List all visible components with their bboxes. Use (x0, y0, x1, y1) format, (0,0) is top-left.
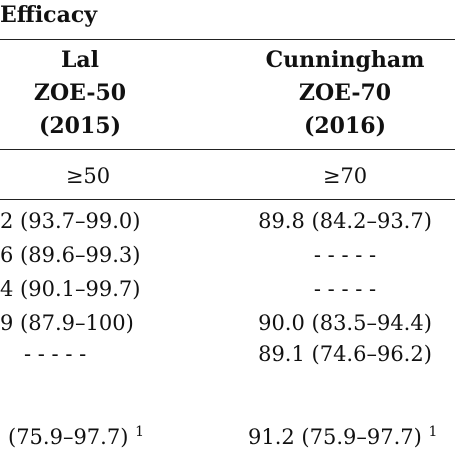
table-cell: - - - - - (313, 243, 377, 267)
threshold-rule (0, 199, 455, 200)
cell-value: (75.9–97.7) (8, 425, 129, 449)
column-header-lal: Lal ZOE-50 (2015) (0, 44, 160, 143)
table-cell: 91.2 (75.9–97.7) 1 (248, 424, 437, 450)
table-cell: 6 (89.6–99.3) (0, 243, 141, 267)
column-author: Lal (60, 47, 100, 73)
table-cell: 4 (90.1–99.7) (0, 277, 141, 301)
cell-value: 91.2 (75.9–97.7) (248, 425, 422, 449)
table-cell: (75.9–97.7) 1 (8, 424, 144, 450)
footnote-marker: 1 (135, 424, 145, 440)
threshold-cell: ≥70 (322, 164, 368, 188)
table-cell: - - - - - (313, 277, 377, 301)
column-header-cunningham: Cunningham ZOE-70 (2016) (250, 44, 440, 143)
column-vaccine: ZOE-70 (298, 80, 392, 106)
table-cell: - - - - - (24, 342, 87, 366)
table-cell: 9 (87.9–100) (0, 311, 134, 335)
footnote-marker: 1 (428, 424, 438, 440)
table-cell: 2 (93.7–99.0) (0, 209, 141, 233)
threshold-cell: ≥50 (65, 164, 111, 188)
table-cell: 89.8 (84.2–93.7) (258, 209, 432, 233)
column-year: (2015) (38, 113, 122, 139)
table-cell: 90.0 (83.5–94.4) (258, 311, 432, 335)
header-rule (0, 149, 455, 150)
table-cell: 89.1 (74.6–96.2) (258, 342, 432, 366)
table-caption: Efficacy (0, 2, 98, 28)
top-rule (0, 39, 455, 40)
column-year: (2016) (303, 113, 387, 139)
column-vaccine: ZOE-50 (33, 80, 127, 106)
column-author: Cunningham (265, 47, 425, 73)
